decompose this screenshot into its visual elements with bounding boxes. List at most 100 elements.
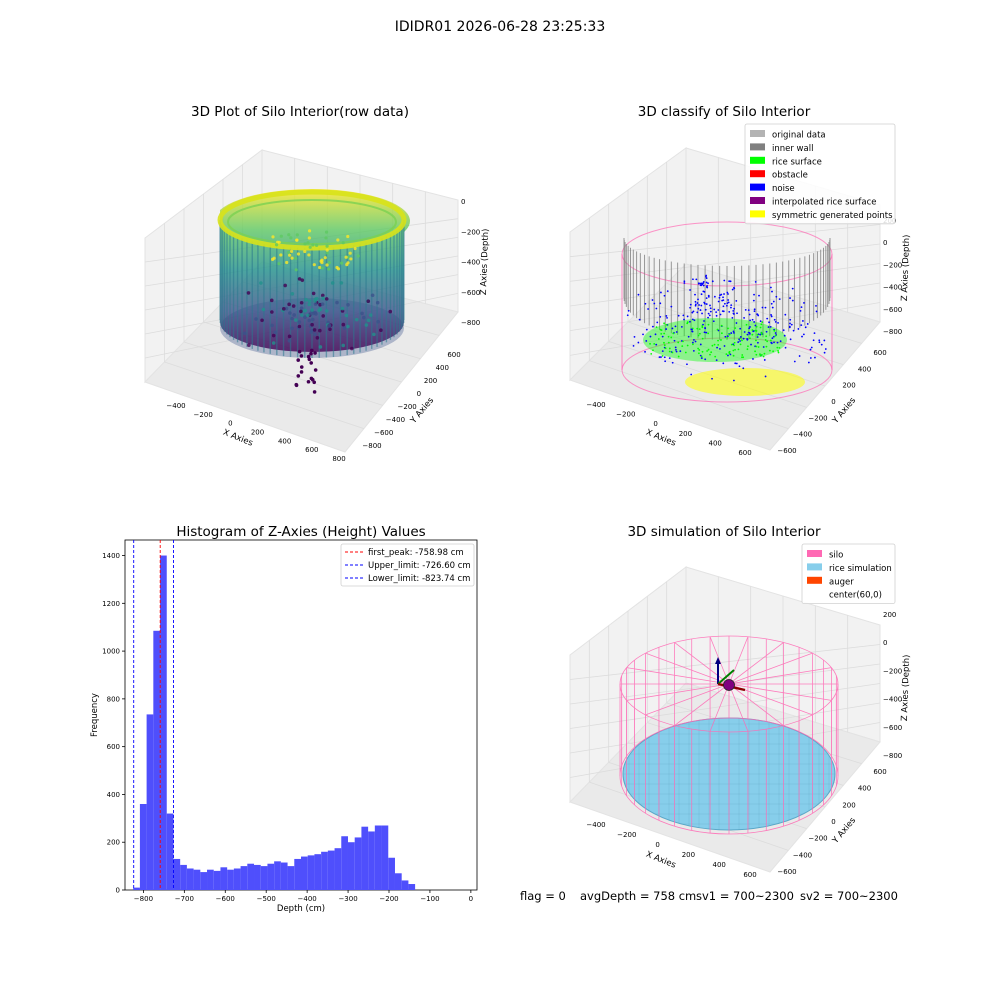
panel2-legend-label: original data: [772, 131, 826, 141]
panel1-x-tick: −400: [166, 402, 185, 410]
panel2-y-tick: 600: [873, 349, 886, 357]
panel4-auger: [715, 657, 746, 692]
panel4-zlabel: Z Axies (Depth): [900, 654, 912, 721]
panel4-legend-label: silo: [829, 551, 843, 561]
panel1-y-tick: −400: [386, 416, 405, 424]
histogram-bar: [254, 864, 261, 890]
panel1-title: 3D Plot of Silo Interior(row data): [191, 104, 409, 120]
panel3-vlines: [133, 540, 174, 890]
histogram-bar: [213, 870, 221, 890]
histogram-bar: [160, 555, 167, 890]
panel4-legend-label: rice simulation: [829, 564, 892, 574]
footer-sv2: sv2 = 700~2300: [800, 889, 898, 903]
histogram-bar: [327, 850, 335, 890]
panel3-legend-label: Lower_limit: -823.74 cm: [368, 574, 470, 584]
panel-histogram: Histogram of Z-Axies (Height) Values −80…: [90, 524, 478, 914]
footer-flag: flag = 0: [520, 889, 566, 903]
panel2-legend: original data inner wall rice surface obsta…: [744, 123, 896, 225]
panel2-legend-frame: [744, 123, 896, 225]
histogram-bar: [334, 848, 342, 890]
panel3-bars: [133, 555, 416, 890]
panel2-yellow-region: [685, 368, 805, 396]
footer-status: flag = 0 avgDepth = 758 cm sv1 = 700~230…: [520, 889, 898, 903]
panel-classify-3d: 3D classify of Silo Interior −400 −200 0 20…: [569, 104, 912, 457]
panel4-y-tick: 400: [858, 785, 871, 793]
panel4-x-tick: 200: [682, 851, 695, 859]
panel1-z-tick: −800: [461, 319, 480, 327]
panel2-x-tick: 0: [653, 420, 657, 428]
panel1-y-tick: 0: [417, 390, 421, 398]
histogram-bar: [227, 869, 234, 890]
histogram-bar: [381, 825, 389, 890]
panel4-legend-label: center(60,0): [829, 591, 882, 601]
histogram-y-tick: 1000: [102, 648, 120, 656]
histogram-bar: [408, 884, 416, 890]
panel4-y-tick: −400: [793, 851, 812, 859]
histogram-bar: [287, 866, 295, 890]
panel2-legend-label: inner wall: [772, 144, 813, 154]
panel2-y-tick: 0: [831, 398, 835, 406]
panel2-green-region: [643, 318, 787, 362]
panel2-legend-swatch: [750, 130, 765, 137]
panel1-cylinder-body: [220, 189, 410, 352]
panel2-y-tick: −600: [777, 447, 796, 455]
panel1-z-tick: −400: [461, 259, 480, 267]
histogram-bar: [354, 837, 362, 890]
histogram-bar: [307, 855, 315, 890]
panel4-x-tick: −200: [617, 831, 636, 839]
histogram-bar: [347, 842, 355, 890]
panel4-legend-frame: [801, 543, 896, 604]
histogram-bar: [166, 813, 174, 890]
panel4-z-tick: 200: [883, 611, 896, 619]
panel4-z-tick: −200: [883, 667, 902, 675]
panel4-z-tick: 0: [883, 639, 887, 647]
histogram-bar: [186, 868, 194, 890]
histogram-bar: [361, 826, 369, 890]
histogram-bar: [280, 862, 288, 890]
panel2-legend-label: interpolated rice surface: [772, 198, 877, 208]
histogram-bar: [220, 867, 228, 890]
panel2-x-tick: 200: [679, 430, 692, 438]
histogram-bar: [374, 825, 382, 890]
panel3-legend-frame: [340, 543, 475, 587]
panel2-legend-swatch: [750, 170, 765, 178]
panel2-legend-label: rice surface: [772, 157, 822, 167]
panel-raw-data-3d: 3D Plot of Silo Interior(row data) −400 −…: [144, 104, 491, 463]
panel2-title: 3D classify of Silo Interior: [638, 104, 811, 120]
footer-avg-depth: avgDepth = 758 cm: [580, 889, 696, 903]
histogram-bar: [321, 851, 328, 890]
panel4-z-tick: −600: [883, 724, 902, 732]
histogram-bar: [200, 872, 208, 890]
histogram-bar: [133, 887, 140, 890]
histogram-y-tick: 200: [107, 839, 120, 847]
histogram-bar: [139, 803, 147, 890]
panel4-center-marker: [723, 679, 735, 691]
panel1-y-tick: 600: [447, 351, 460, 359]
panel4-y-tick: 0: [831, 818, 835, 826]
panel3-legend-label: Upper_limit: -726.60 cm: [368, 561, 471, 571]
histogram-bar: [193, 869, 201, 890]
panel1-x-tick: −200: [194, 411, 213, 419]
histogram-bar: [240, 866, 248, 890]
panel2-xlabel: X Axies: [644, 428, 677, 449]
histogram-bar: [207, 869, 214, 890]
histogram-x-tick: 0: [469, 895, 473, 903]
histogram-y-tick: 0: [116, 887, 120, 895]
panel2-y-tick: 200: [842, 382, 855, 390]
histogram-bar: [341, 836, 348, 890]
panel3-legend-label: first_peak: -758.98 cm: [368, 548, 464, 558]
histogram-bar: [267, 863, 275, 890]
histogram-bar: [180, 864, 187, 890]
panel1-y-tick: 200: [424, 377, 437, 385]
histogram-bar: [146, 714, 154, 890]
panel3-title: Histogram of Z-Axies (Height) Values: [176, 524, 425, 540]
histogram-bar: [401, 880, 409, 890]
panel1-z-tick: 0: [461, 198, 465, 206]
panel2-legend-swatch: [750, 197, 765, 204]
panel4-y-tick: −200: [808, 835, 827, 843]
figure-suptitle: IDIDR01 2026-06-28 23:25:33: [395, 19, 606, 35]
panel1-y-tick: −600: [374, 429, 393, 437]
panel3-legend: first_peak: -758.98 cm Upper_limit: -726.…: [340, 543, 475, 587]
panel4-legend-swatch: [807, 576, 822, 584]
